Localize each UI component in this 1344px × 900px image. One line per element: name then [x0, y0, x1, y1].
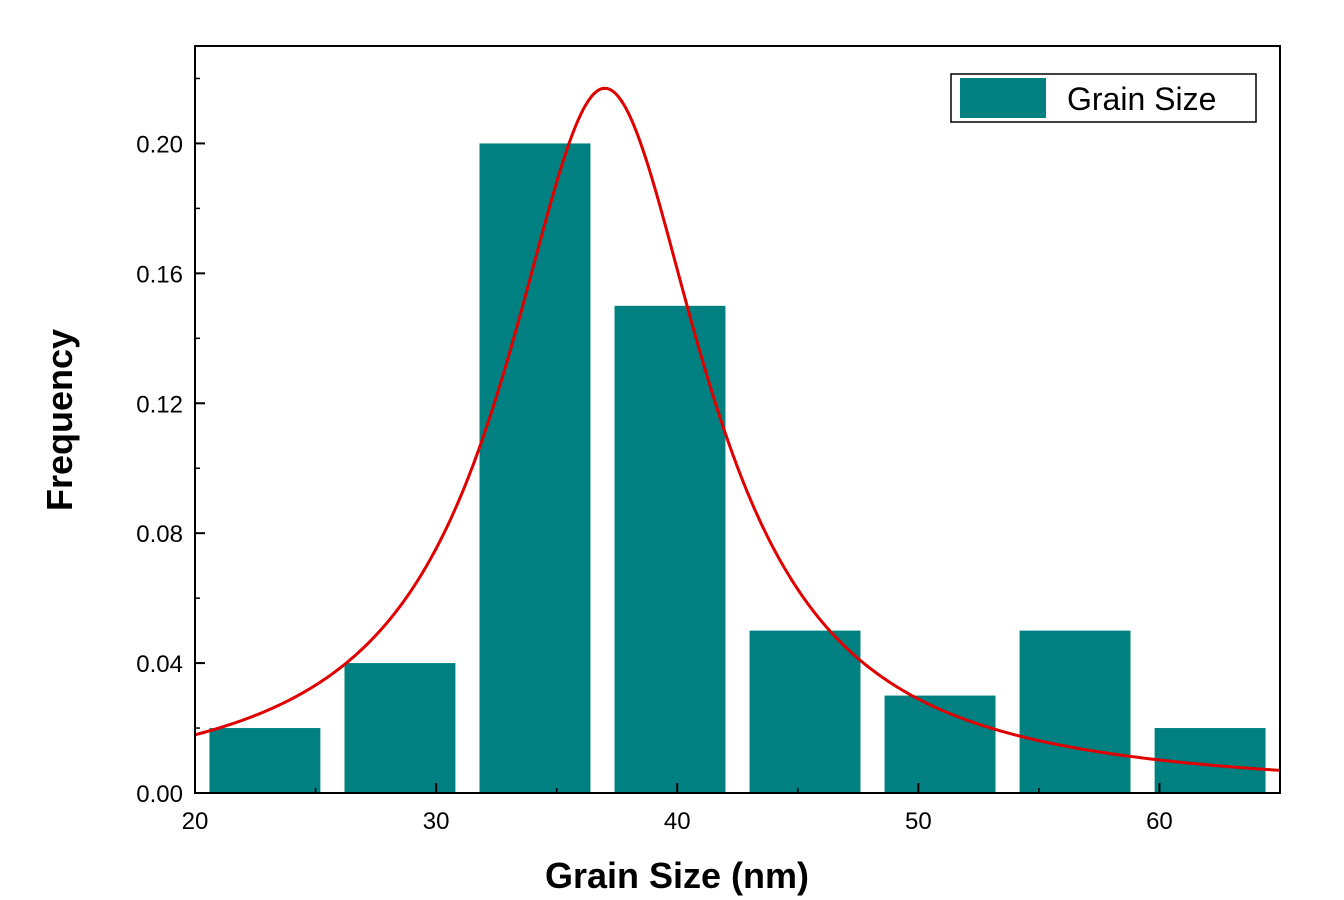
- x-tick-label: 50: [905, 808, 932, 835]
- bar-5: [884, 695, 996, 793]
- y-tick-label: 0.16: [136, 261, 183, 288]
- y-tick-label: 0.12: [136, 391, 183, 418]
- bar-0: [209, 728, 321, 793]
- bars-layer: [209, 143, 1266, 793]
- fit-curve: [194, 86, 1281, 772]
- legend-swatch: [960, 78, 1046, 118]
- x-axis-title: Grain Size (nm): [545, 855, 809, 896]
- y-tick-label: 0.20: [136, 131, 183, 158]
- legend: Grain Size: [950, 73, 1257, 123]
- x-tick-label: 60: [1146, 808, 1173, 835]
- bar-4: [749, 630, 861, 793]
- x-tick-label: 20: [182, 808, 209, 835]
- bar-6: [1019, 630, 1131, 793]
- plot-frame: [194, 45, 1281, 794]
- y-axis-title: Frequency: [39, 329, 80, 511]
- bar-3: [614, 305, 726, 793]
- x-axis: 20 30 40 50 60: [182, 783, 1173, 835]
- x-tick-label: 40: [664, 808, 691, 835]
- x-tick-label: 30: [423, 808, 450, 835]
- bar-2: [479, 143, 591, 793]
- legend-label: Grain Size: [1067, 81, 1216, 117]
- y-tick-label: 0.04: [136, 651, 183, 678]
- y-tick-label: 0.00: [136, 781, 183, 808]
- y-tick-label: 0.08: [136, 521, 183, 548]
- bar-1: [344, 663, 456, 793]
- y-axis: 0.00 0.04 0.08 0.12 0.16 0.20: [136, 77, 205, 808]
